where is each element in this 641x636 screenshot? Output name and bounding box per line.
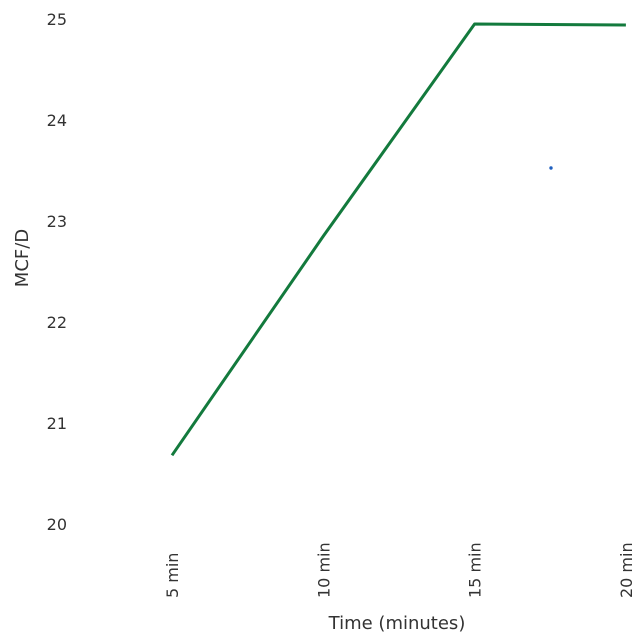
x-tick-label: 20 min xyxy=(617,542,636,598)
y-tick-label: 20 xyxy=(47,515,67,534)
x-tick-label: 15 min xyxy=(466,542,485,598)
x-tick-label: 5 min xyxy=(163,553,182,598)
x-axis-title: Time (minutes) xyxy=(328,613,466,634)
x-axis-ticks: 5 min 10 min 15 min 20 min xyxy=(163,542,636,598)
stray-mark xyxy=(549,166,553,170)
y-tick-label: 24 xyxy=(47,111,67,130)
y-tick-label: 21 xyxy=(47,414,67,433)
y-tick-label: 22 xyxy=(47,313,67,332)
x-tick-label: 10 min xyxy=(314,542,333,598)
y-tick-label: 23 xyxy=(47,212,67,231)
series-layer xyxy=(170,22,626,457)
y-axis-title: MCF/D xyxy=(12,229,33,287)
y-tick-label: 25 xyxy=(47,10,67,29)
y-axis-ticks: 20 21 22 23 24 25 xyxy=(47,10,67,534)
series-line xyxy=(170,22,626,457)
